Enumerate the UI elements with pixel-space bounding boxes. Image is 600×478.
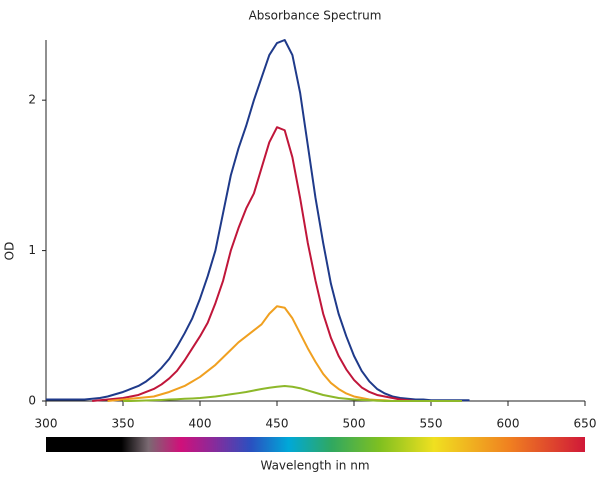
x-tick-label: 650 bbox=[574, 417, 597, 431]
x-tick-label: 600 bbox=[497, 417, 520, 431]
y-tick-label: 2 bbox=[28, 93, 36, 107]
x-tick-label: 550 bbox=[420, 417, 443, 431]
x-tick-label: 350 bbox=[112, 417, 135, 431]
series-line bbox=[123, 384, 462, 402]
series-line bbox=[92, 126, 462, 402]
spectrum-bar bbox=[46, 437, 585, 452]
x-tick-label: 450 bbox=[266, 417, 289, 431]
x-tick-label: 500 bbox=[343, 417, 366, 431]
series-line bbox=[46, 39, 470, 402]
x-tick-label: 400 bbox=[189, 417, 212, 431]
x-axis-label: Wavelength in nm bbox=[260, 459, 369, 473]
y-tick-label: 1 bbox=[28, 243, 36, 257]
x-tick-label: 300 bbox=[35, 417, 58, 431]
y-tick-label: 0 bbox=[28, 394, 36, 408]
chart-title: Absorbance Spectrum bbox=[249, 9, 382, 23]
y-axis-label: OD bbox=[3, 242, 17, 261]
